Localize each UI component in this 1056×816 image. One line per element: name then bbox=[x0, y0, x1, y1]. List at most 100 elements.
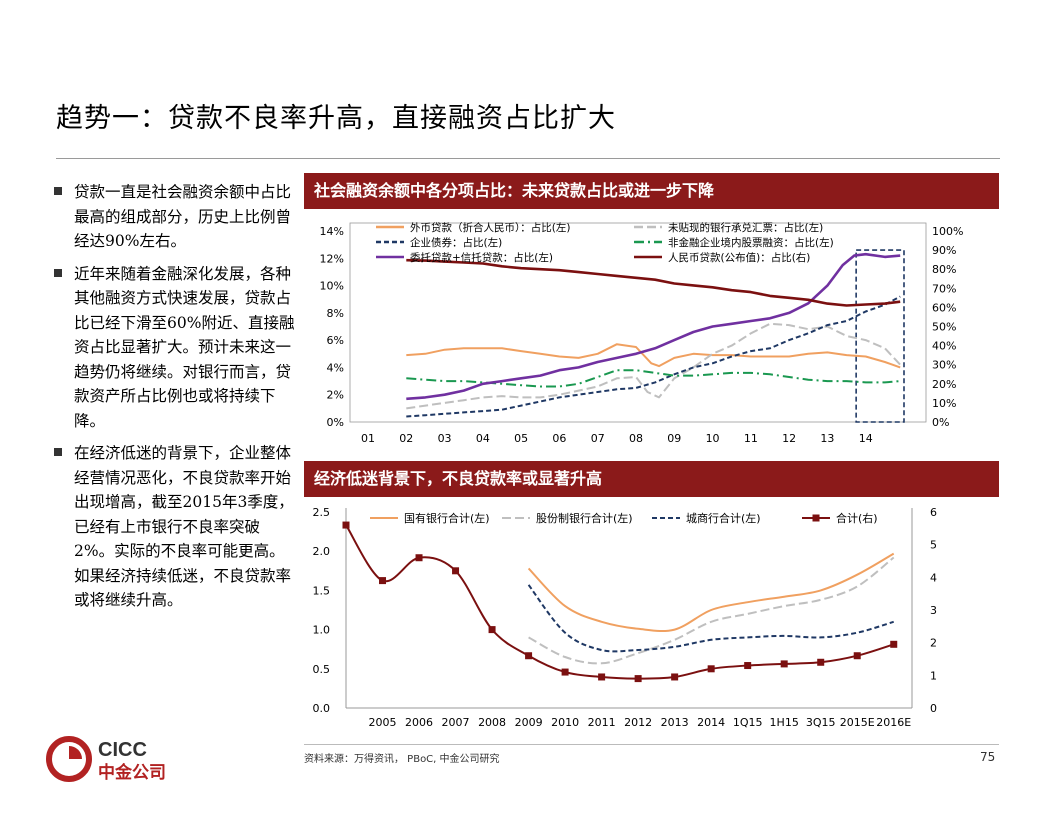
x-tick-label: 1Q15 bbox=[733, 716, 763, 729]
x-tick-label: 08 bbox=[629, 432, 643, 445]
y-left-tick-label: 12% bbox=[320, 252, 344, 265]
y-left-tick-label: 1.5 bbox=[313, 584, 331, 597]
bullet-item: 贷款一直是社会融资余额中占比最高的组成部分，历史上比例曾经达90%左右。 bbox=[54, 180, 300, 254]
legend-label: 合计(右) bbox=[836, 511, 878, 525]
x-tick-label: 2007 bbox=[442, 716, 470, 729]
square-bullet-icon bbox=[54, 268, 62, 277]
x-tick-label: 12 bbox=[782, 432, 796, 445]
series-line bbox=[528, 556, 895, 665]
y-left-tick-label: 0% bbox=[327, 416, 344, 429]
x-tick-label: 14 bbox=[859, 432, 873, 445]
y-right-tick-label: 70% bbox=[932, 282, 956, 295]
x-tick-label: 09 bbox=[667, 432, 681, 445]
bullet-text: 贷款一直是社会融资余额中占比最高的组成部分，历史上比例曾经达90%左右。 bbox=[74, 183, 292, 250]
x-tick-label: 07 bbox=[591, 432, 605, 445]
y-left-tick-label: 10% bbox=[320, 280, 344, 293]
x-tick-label: 2006 bbox=[405, 716, 433, 729]
footer-divider bbox=[304, 744, 999, 745]
y-left-tick-label: 2.5 bbox=[313, 506, 331, 519]
x-tick-label: 06 bbox=[552, 432, 566, 445]
series-line bbox=[406, 258, 901, 307]
chart2-header: 经济低迷背景下，不良贷款率或显著升高 bbox=[304, 461, 999, 497]
legend-marker bbox=[812, 514, 820, 522]
y-left-tick-label: 6% bbox=[327, 334, 344, 347]
source-note: 资料来源：万得资讯， PBoC, 中金公司研究 bbox=[304, 754, 500, 765]
x-tick-label: 02 bbox=[399, 432, 413, 445]
x-tick-label: 01 bbox=[361, 432, 375, 445]
y-left-tick-label: 0.5 bbox=[313, 663, 331, 676]
y-left-tick-label: 8% bbox=[327, 307, 344, 320]
y-left-tick-label: 0.0 bbox=[313, 702, 331, 715]
cicc-logo: CICC 中金公司 bbox=[46, 736, 166, 783]
series-marker bbox=[488, 626, 496, 634]
series-line bbox=[406, 295, 901, 418]
series-marker bbox=[379, 577, 387, 585]
financing-share-chart: 0% 2% 4% 6% 8% 10% 12% 14% 0% 10% 20% 30% 40% 50% 60% 7… bbox=[320, 221, 964, 445]
x-tick-label: 03 bbox=[438, 432, 452, 445]
legend-label: 人民币贷款(公布值)：占比(右) bbox=[668, 251, 810, 264]
x-tick-label: 3Q15 bbox=[806, 716, 836, 729]
x-tick-label: 2010 bbox=[551, 716, 579, 729]
series-line bbox=[527, 584, 894, 653]
series-line bbox=[406, 252, 901, 401]
logo-ring-icon bbox=[46, 736, 92, 782]
series-marker bbox=[853, 652, 861, 660]
page-title: 趋势一：贷款不良率升高，直接融资占比扩大 bbox=[56, 103, 616, 134]
legend-label: 外币贷款（折合人民币）：占比(左) bbox=[410, 221, 570, 234]
y-right-tick-label: 6 bbox=[930, 506, 937, 519]
legend-label: 委托贷款+信托贷款：占比(左) bbox=[410, 251, 553, 264]
y-right-tick-label: 3 bbox=[930, 604, 937, 617]
x-tick-label: 2016E bbox=[876, 716, 911, 729]
series-line bbox=[345, 524, 895, 680]
legend-label: 国有银行合计(左) bbox=[404, 511, 490, 525]
logo-text-cn: 中金公司 bbox=[98, 762, 166, 783]
y-left-tick-label: 2% bbox=[327, 389, 344, 402]
x-tick-label: 10 bbox=[706, 432, 720, 445]
page-number: 75 bbox=[980, 750, 996, 764]
y-right-tick-label: 2 bbox=[930, 637, 937, 650]
y-right-tick-label: 100% bbox=[932, 225, 963, 238]
plot-area-frame bbox=[349, 222, 927, 423]
y-right-tick-label: 10% bbox=[932, 397, 956, 410]
series-marker bbox=[744, 662, 752, 670]
square-bullet-icon bbox=[54, 187, 62, 195]
bullet-item: 在经济低迷的背景下，企业整体经营情况恶化，不良贷款率开始出现增高，截至2015年… bbox=[54, 441, 300, 613]
legend-label: 股份制银行合计(左) bbox=[536, 511, 633, 525]
logo-mark-icon bbox=[69, 746, 82, 759]
x-tick-label: 05 bbox=[514, 432, 528, 445]
y-right-tick-label: 60% bbox=[932, 301, 956, 314]
y-right-tick-label: 20% bbox=[932, 378, 956, 391]
npl-ratio-chart: 0.0 0.5 1.0 1.5 2.0 2.5 0 1 2 3 4 5 6 2005 2006 2007 200… bbox=[313, 506, 938, 729]
y-right-tick-label: 0 bbox=[930, 702, 937, 715]
bullet-item: 近年来随着金融深化发展，各种其他融资方式快速发展，贷款占比已经下滑至60%附近、… bbox=[54, 262, 300, 434]
x-tick-label: 04 bbox=[476, 432, 490, 445]
highlight-box bbox=[855, 249, 905, 423]
bullet-text: 在经济低迷的背景下，企业整体经营情况恶化，不良贷款率开始出现增高，截至2015年… bbox=[74, 444, 294, 609]
y-right-tick-label: 50% bbox=[932, 321, 956, 334]
x-tick-label: 2014 bbox=[697, 716, 725, 729]
y-right-tick-label: 30% bbox=[932, 359, 956, 372]
x-tick-label: 2009 bbox=[515, 716, 543, 729]
x-tick-label: 2013 bbox=[661, 716, 689, 729]
y-right-tick-label: 90% bbox=[932, 244, 956, 257]
y-right-tick-label: 4 bbox=[930, 571, 937, 584]
title-divider bbox=[56, 158, 1000, 159]
y-left-tick-label: 2.0 bbox=[313, 545, 331, 558]
series-line bbox=[527, 552, 895, 633]
series-line bbox=[406, 343, 901, 369]
y-right-tick-label: 1 bbox=[930, 669, 937, 682]
series-marker bbox=[452, 567, 460, 575]
bullet-list: 贷款一直是社会融资余额中占比最高的组成部分，历史上比例曾经达90%左右。 近年来… bbox=[54, 180, 300, 621]
series-marker bbox=[707, 665, 715, 673]
y-right-tick-label: 5 bbox=[930, 539, 937, 552]
x-tick-label: 2012 bbox=[624, 716, 652, 729]
series-marker bbox=[890, 640, 898, 648]
y-right-tick-label: 80% bbox=[932, 263, 956, 276]
y-left-tick-label: 4% bbox=[327, 361, 344, 374]
y-right-tick-label: 0% bbox=[932, 416, 949, 429]
series-marker bbox=[598, 673, 606, 681]
logo-text-en: CICC bbox=[98, 739, 147, 761]
x-tick-label: 2008 bbox=[478, 716, 506, 729]
series-marker bbox=[342, 521, 350, 529]
legend-label: 城商行合计(左) bbox=[686, 511, 761, 525]
